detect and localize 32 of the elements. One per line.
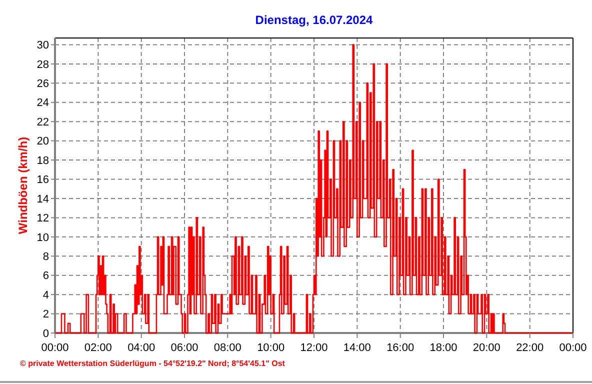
y-tick-label: 26 [36, 78, 49, 90]
y-tick-label: 10 [36, 232, 49, 244]
y-tick-label: 14 [36, 193, 49, 206]
x-tick-label: 14:00 [343, 342, 371, 354]
y-tick-label: 0 [42, 328, 49, 340]
y-tick-label: 24 [36, 97, 49, 110]
y-tick-label: 6 [42, 270, 49, 282]
chart-title: Dienstag, 16.07.2024 [255, 13, 374, 27]
x-tick-label: 12:00 [300, 342, 328, 354]
x-tick-label: 06:00 [170, 342, 198, 354]
y-tick-label: 16 [36, 174, 49, 186]
y-tick-label: 28 [36, 58, 49, 71]
x-tick-label: 02:00 [84, 342, 112, 354]
y-tick-label: 8 [42, 250, 49, 263]
y-tick-label: 2 [42, 308, 49, 321]
y-tick-label: 30 [36, 40, 49, 52]
y-axis-title: Windböen (km/h) [16, 136, 30, 234]
x-tick-label: 20:00 [472, 342, 500, 354]
x-tick-label: 00:00 [559, 342, 587, 354]
y-tick-label: 18 [36, 154, 49, 167]
x-tick-label: 22:00 [516, 342, 544, 354]
x-tick-label: 16:00 [386, 342, 414, 354]
x-tick-label: 04:00 [128, 342, 156, 354]
x-tick-label: 18:00 [430, 342, 458, 354]
text: © private Wetterstation Süderlügum - 54°52'19.2" Nord; 8°54'45.1" Ost [20, 359, 286, 368]
x-tick-label: 00:00 [41, 342, 69, 354]
y-tick-label: 4 [42, 289, 49, 302]
y-tick-label: 22 [36, 116, 49, 128]
x-tick-label: 08:00 [214, 342, 242, 354]
x-tick-label: 10:00 [257, 342, 285, 354]
y-tick-label: 20 [36, 136, 49, 148]
y-tick-label: 12 [36, 212, 49, 225]
